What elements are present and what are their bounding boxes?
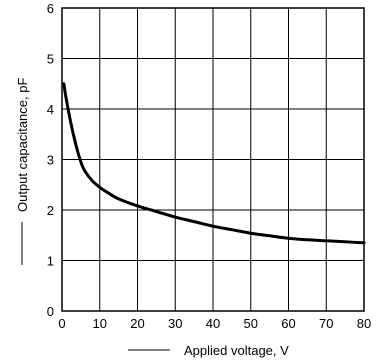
y-axis-label: Output capacitance, pF [15, 78, 30, 212]
y-tick-label: 1 [47, 254, 54, 269]
y-tick-label: 2 [47, 203, 54, 218]
x-tick-label: 30 [168, 316, 182, 331]
x-tick-label: 70 [319, 316, 333, 331]
x-tick-label: 10 [93, 316, 107, 331]
x-tick-label: 60 [281, 316, 295, 331]
x-tick-label: 40 [206, 316, 220, 331]
capacitance-curve [62, 82, 366, 245]
plot-frame [61, 7, 365, 312]
x-tick-label: 80 [357, 316, 371, 331]
y-tick-label: 0 [47, 304, 54, 319]
series-layer [62, 82, 366, 245]
tick-labels: 0 10 20 30 40 50 60 70 80 0 1 2 3 4 5 6 [47, 1, 371, 331]
grid [61, 7, 365, 312]
x-tick-label: 50 [244, 316, 258, 331]
y-tick-label: 4 [47, 102, 54, 117]
x-tick-label: 20 [130, 316, 144, 331]
x-tick-label: 0 [58, 316, 65, 331]
y-tick-label: 3 [47, 153, 54, 168]
y-tick-label: 5 [47, 52, 54, 67]
y-tick-label: 6 [47, 1, 54, 16]
x-axis-label: Applied voltage, V [184, 343, 289, 358]
